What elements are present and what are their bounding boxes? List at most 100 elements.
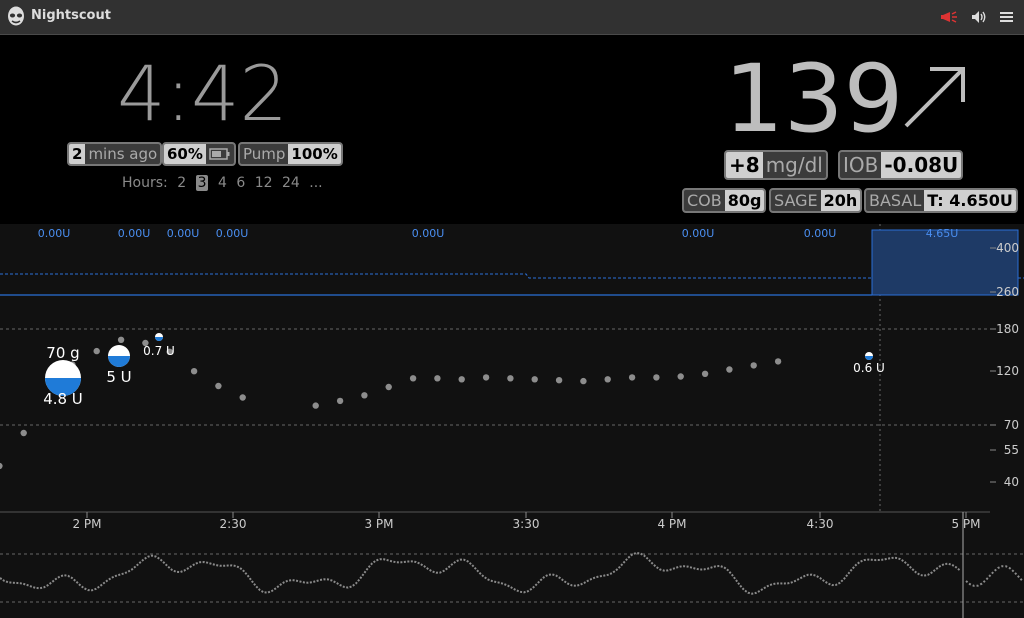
bg-point[interactable] — [20, 429, 27, 437]
bg-point[interactable] — [507, 375, 514, 382]
current-time: 4:42 — [117, 49, 288, 138]
basal-label: 0.00U — [118, 227, 151, 240]
x-tick-label: 5 PM — [951, 517, 980, 531]
hours-option-4[interactable]: 4 — [217, 175, 227, 191]
cob-value: 80g — [724, 190, 765, 211]
glucose-chart[interactable]: 0.00U 0.00U 0.00U 0.00U 0.00U 0.00U 0.00U 4.65U… — [0, 224, 1024, 618]
small-insulin-treatment[interactable] — [865, 352, 873, 360]
hours-option-12[interactable]: 12 — [254, 175, 273, 191]
bg-point[interactable] — [361, 392, 368, 399]
bg-point[interactable] — [653, 374, 660, 381]
basal-label: BASAL — [869, 191, 922, 210]
bg-point[interactable] — [166, 348, 173, 355]
insulin-label: 5 U — [106, 368, 131, 386]
x-tick-label: 4 PM — [657, 517, 686, 531]
hours-option-24[interactable]: 24 — [281, 175, 300, 191]
pump-pill: Pump 100% — [238, 142, 343, 166]
sage-pill: SAGE 20h — [769, 188, 863, 213]
iob-label: IOB — [843, 153, 879, 177]
bg-point[interactable] — [482, 374, 490, 381]
hours-option-2[interactable]: 2 — [177, 175, 187, 191]
x-tick-label: 3:30 — [513, 517, 540, 531]
bg-point[interactable] — [312, 402, 319, 409]
minutes-ago-label: mins ago — [88, 145, 158, 163]
basal-label: 4.65U — [926, 227, 959, 240]
bg-point[interactable] — [336, 397, 344, 405]
bg-point[interactable] — [117, 336, 125, 343]
bg-point[interactable] — [385, 383, 392, 391]
bg-point[interactable] — [458, 376, 465, 383]
menu-hamburger-icon[interactable] — [999, 9, 1015, 25]
last-reading-pill: 2 mins ago — [67, 142, 163, 166]
basal-label: 0.00U — [412, 227, 445, 240]
basal-label: 0.00U — [167, 227, 200, 240]
bg-point[interactable] — [409, 375, 417, 382]
insulin-label: 4.8 U — [43, 390, 83, 408]
sage-label: SAGE — [774, 191, 818, 210]
small-insulin-treatment[interactable] — [155, 333, 163, 341]
basal-pill: BASAL T: 4.650U — [864, 188, 1018, 213]
basal-value: T: 4.650U — [924, 190, 1016, 211]
x-tick-label: 3 PM — [364, 517, 393, 531]
bg-point[interactable] — [93, 347, 100, 355]
hours-selector: Hours: 2 3 4 6 12 24 ... — [122, 175, 328, 191]
basal-label: 0.00U — [682, 227, 715, 240]
pump-value: 100% — [288, 144, 341, 164]
bg-point[interactable] — [580, 377, 587, 385]
treatment-bubble-insulin — [108, 356, 130, 367]
hours-option-3[interactable]: 3 — [195, 175, 209, 191]
alarm-megaphone-icon[interactable] — [940, 9, 960, 25]
insulin-treatment[interactable] — [108, 345, 130, 367]
bg-point[interactable] — [239, 394, 246, 401]
hours-label: Hours: — [122, 175, 168, 191]
treatment-bubble-insulin — [45, 378, 81, 396]
x-tick-label: 2:30 — [220, 517, 247, 531]
brush-bg-trace — [0, 551, 961, 595]
volume-icon[interactable] — [970, 9, 988, 25]
bg-point[interactable] — [701, 370, 709, 377]
delta-unit: mg/dl — [765, 153, 823, 177]
bg-point[interactable] — [726, 366, 733, 373]
basal-label: 0.00U — [38, 227, 71, 240]
minutes-ago-value: 2 — [69, 144, 86, 164]
bg-point[interactable] — [677, 373, 684, 380]
hours-option-6[interactable]: 6 — [236, 175, 246, 191]
bg-point[interactable] — [555, 377, 563, 384]
carb-insulin-treatment[interactable] — [45, 360, 81, 396]
x-tick-label: 4:30 — [807, 517, 834, 531]
bg-point[interactable] — [750, 362, 757, 369]
carbs-label: 70 g — [46, 344, 79, 362]
bg-point[interactable] — [774, 358, 782, 365]
y-tick-label: 55 — [1004, 443, 1019, 457]
trend-arrow-up-right-icon — [904, 67, 965, 128]
bg-point[interactable] — [628, 374, 636, 381]
x-tick-label: 2 PM — [72, 517, 101, 531]
y-tick-label: 40 — [1004, 475, 1019, 489]
iob-pill: IOB -0.08U — [838, 150, 964, 180]
treatment-bubble-insulin — [155, 337, 163, 341]
bg-point[interactable] — [142, 339, 149, 347]
y-tick-label: 260 — [996, 285, 1019, 299]
insulin-label: 0.6 U — [853, 361, 885, 375]
delta-value: +8 — [726, 152, 763, 178]
bg-value: 139 — [724, 45, 904, 154]
bg-point[interactable] — [215, 382, 222, 390]
battery-icon — [206, 144, 234, 164]
hours-option-more[interactable]: ... — [309, 175, 323, 191]
status-header: 4:42 2 mins ago 60% Pump 100% Hours: 2 3… — [0, 36, 1024, 224]
battery-value: 60% — [164, 144, 206, 164]
brush-bg-trace — [965, 565, 1023, 587]
bg-point[interactable] — [0, 462, 3, 470]
treatment-bubble-insulin — [865, 356, 873, 360]
bg-point[interactable] — [434, 375, 441, 382]
bg-point[interactable] — [604, 376, 611, 383]
y-tick-label: 120 — [996, 364, 1019, 378]
bg-point[interactable] — [190, 368, 198, 375]
basal-label: 0.00U — [804, 227, 837, 240]
insulin-label: 0.7 U — [143, 344, 175, 358]
temp-basal-block — [871, 229, 1019, 296]
app-title: Nightscout — [31, 8, 111, 23]
basal-label: 0.00U — [216, 227, 249, 240]
nightscout-alien-icon[interactable] — [6, 6, 26, 28]
bg-point[interactable] — [531, 376, 538, 383]
